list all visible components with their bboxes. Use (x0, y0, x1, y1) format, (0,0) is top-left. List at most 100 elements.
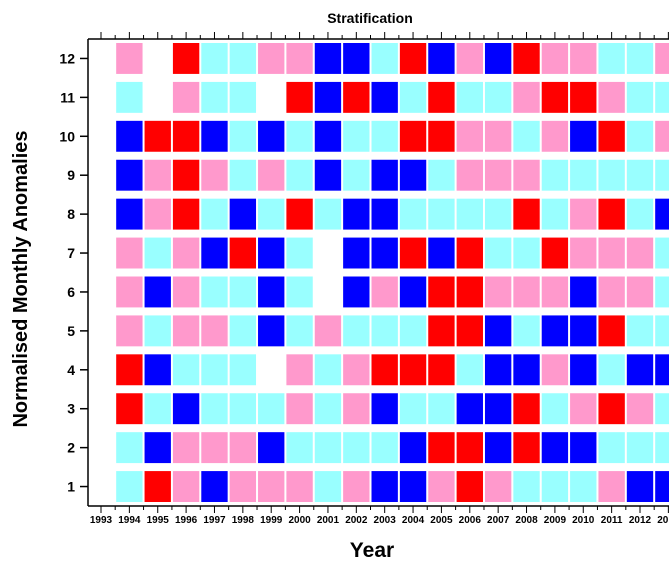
heatmap-cell (116, 432, 143, 464)
x-tick-label: 2007 (487, 515, 510, 526)
y-tick-label: 3 (67, 401, 75, 417)
heatmap-cell (513, 198, 540, 230)
heatmap-cell (116, 237, 143, 269)
heatmap-cell (626, 315, 654, 347)
heatmap-cell (655, 432, 669, 464)
heatmap-cell (229, 198, 257, 230)
heatmap-cell (343, 432, 370, 464)
heatmap-cell (456, 315, 483, 347)
heatmap-cell (229, 43, 257, 74)
heatmap-cell (116, 393, 143, 425)
heatmap-cell (144, 393, 171, 425)
heatmap-cell (371, 432, 398, 464)
heatmap-cell (570, 315, 597, 347)
heatmap-cell (428, 315, 455, 347)
heatmap-cell (570, 354, 597, 386)
heatmap-cell (513, 276, 540, 308)
heatmap-cell (371, 471, 398, 502)
heatmap-cell (456, 393, 483, 425)
heatmap-cell (598, 315, 625, 347)
heatmap-cell (172, 393, 200, 425)
y-tick-label: 11 (60, 89, 75, 105)
heatmap-cell (343, 354, 370, 386)
heatmap-cell (655, 471, 669, 502)
heatmap-cell (172, 432, 200, 464)
heatmap-cell (286, 354, 313, 386)
heatmap-cell (343, 198, 370, 230)
x-tick-label: 1993 (90, 515, 113, 526)
heatmap-cell (570, 276, 597, 308)
x-tick-label: 2000 (288, 515, 311, 526)
heatmap-cell (314, 81, 342, 113)
heatmap-cell (456, 237, 483, 269)
heatmap-cell (258, 159, 285, 191)
y-tick-label: 12 (59, 50, 75, 66)
heatmap-cell (541, 276, 569, 308)
heatmap-cell (626, 159, 654, 191)
heatmap-cell (513, 159, 540, 191)
heatmap-cell (655, 315, 669, 347)
heatmap-cell (513, 471, 540, 502)
heatmap-cell (229, 432, 257, 464)
heatmap-cell (172, 315, 200, 347)
heatmap-cell (655, 159, 669, 191)
heatmap-cell (314, 237, 342, 269)
heatmap-cell (201, 237, 228, 269)
heatmap-cell (428, 159, 455, 191)
heatmap-cell (258, 43, 285, 74)
heatmap-cell (229, 159, 257, 191)
heatmap-cell (314, 432, 342, 464)
x-axis-label: Year (350, 539, 394, 562)
heatmap-cell (655, 81, 669, 113)
heatmap-cell (286, 315, 313, 347)
heatmap-cell (343, 471, 370, 502)
heatmap-cell (116, 198, 143, 230)
heatmap-cell (314, 120, 342, 152)
heatmap-cell (484, 198, 512, 230)
heatmap-cell (172, 159, 200, 191)
heatmap-cell (570, 43, 597, 74)
x-tick-label: 2012 (629, 515, 652, 526)
heatmap-cell (314, 159, 342, 191)
heatmap-cell (598, 198, 625, 230)
heatmap-cell (201, 354, 228, 386)
heatmap-cell (484, 354, 512, 386)
heatmap-cell (399, 354, 427, 386)
x-tick-label: 1996 (175, 515, 198, 526)
heatmap-cell (570, 81, 597, 113)
heatmap-cell (484, 276, 512, 308)
y-axis-label: Normalised Monthly Anomalies (10, 130, 32, 427)
heatmap-cell (201, 198, 228, 230)
heatmap-cell (343, 315, 370, 347)
heatmap-cell (343, 120, 370, 152)
heatmap-cell (144, 237, 171, 269)
heatmap-cell (201, 43, 228, 74)
heatmap-cell (286, 43, 313, 74)
x-tick-label: 2001 (317, 515, 340, 526)
heatmap-cell (343, 81, 370, 113)
heatmap-cell (513, 43, 540, 74)
heatmap-cell (598, 471, 625, 502)
heatmap-cell (286, 432, 313, 464)
heatmap-cell (484, 81, 512, 113)
y-tick-label: 5 (67, 323, 75, 339)
heatmap-cell (229, 81, 257, 113)
heatmap-cell (172, 81, 200, 113)
heatmap-cell (116, 315, 143, 347)
heatmap-cell (655, 198, 669, 230)
heatmap-cell (116, 354, 143, 386)
heatmap-cell (201, 81, 228, 113)
x-tick-label: 2013 (657, 515, 669, 526)
heatmap-cell (484, 432, 512, 464)
heatmap-cell (655, 237, 669, 269)
heatmap-cell (172, 237, 200, 269)
heatmap-cell (456, 43, 483, 74)
heatmap-cell (456, 276, 483, 308)
x-tick-label: 2005 (430, 515, 453, 526)
heatmap-cell (286, 120, 313, 152)
heatmap-cell (371, 237, 398, 269)
x-tick-label: 1999 (260, 515, 283, 526)
heatmap-cell (570, 237, 597, 269)
